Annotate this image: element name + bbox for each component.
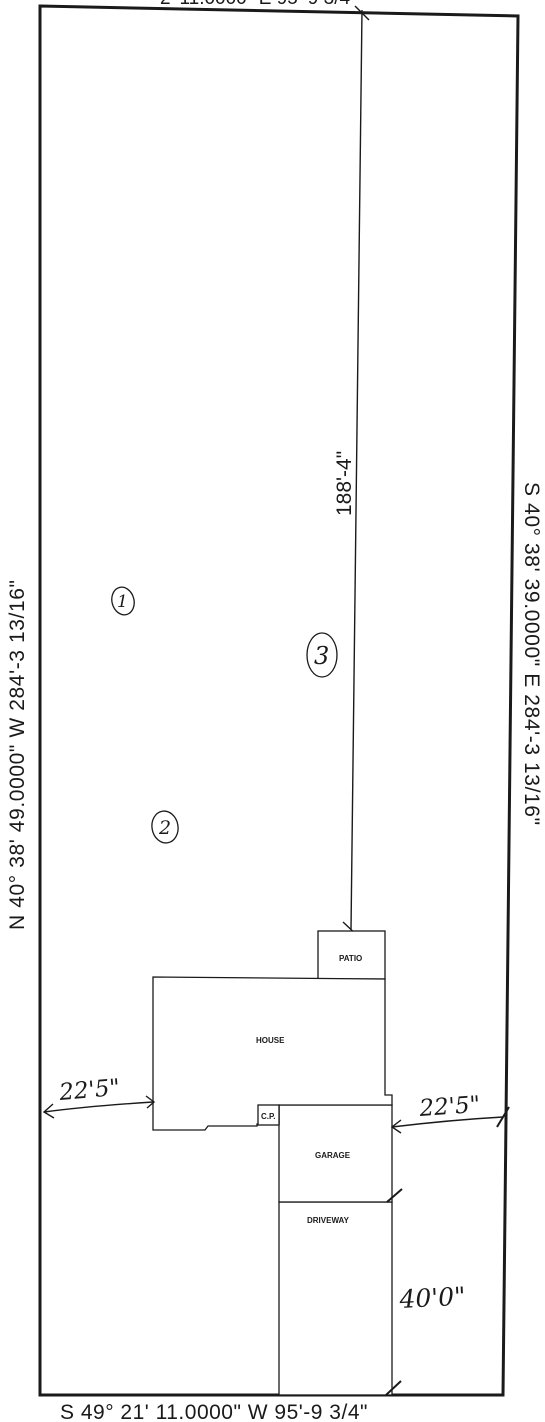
setback-right-arrow [390, 1119, 402, 1134]
bottom-boundary-label: S 49° 21' 11.0000" W 95'-9 3/4" [60, 1401, 368, 1422]
driveway [278, 1201, 393, 1396]
svg-text:1: 1 [117, 592, 128, 612]
lot-boundary [38, 4, 520, 1397]
garage-label: GARAGE [315, 1151, 351, 1160]
patio-label: PATIO [339, 954, 362, 963]
svg-text:2: 2 [158, 817, 171, 839]
center-dimension-label: 188'-4" [333, 451, 356, 516]
left-boundary-label: N 40° 38' 49.0000" W 284'-3 13/16" [6, 579, 29, 930]
carport [257, 1104, 280, 1126]
patio [317, 930, 386, 980]
driveway-label: DRIVEWAY [307, 1216, 350, 1225]
setback-left-label: 22'5" [57, 1075, 121, 1106]
carport-label: C.P. [261, 1112, 276, 1121]
driveway-dim-tick-top [386, 1188, 403, 1203]
garage [278, 1104, 393, 1203]
setback-left-arrow-end [145, 1095, 156, 1109]
top-boundary-label: 2' 11.0000" E 95'-9 3/4" [160, 0, 357, 9]
setback-right-tick [496, 1106, 510, 1128]
right-boundary-label: S 40° 38' 39.0000" E 284'-3 13/16" [520, 482, 543, 826]
house-label: HOUSE [256, 1036, 285, 1045]
center-dimension-tick-top [354, 5, 370, 21]
svg-text:3: 3 [314, 642, 329, 670]
center-dimension-line [350, 9, 363, 931]
marker-3: 3 [306, 632, 338, 678]
driveway-dim-tick-bottom [385, 1380, 402, 1396]
marker-2: 2 [151, 810, 179, 844]
marker-1: 1 [111, 586, 135, 616]
setback-left-line [43, 1101, 154, 1113]
setback-right-line [391, 1116, 504, 1128]
setback-right-label: 22'5" [418, 1092, 481, 1122]
driveway-dim-label: 40'0" [398, 1282, 467, 1314]
setback-left-arrow [42, 1103, 55, 1119]
